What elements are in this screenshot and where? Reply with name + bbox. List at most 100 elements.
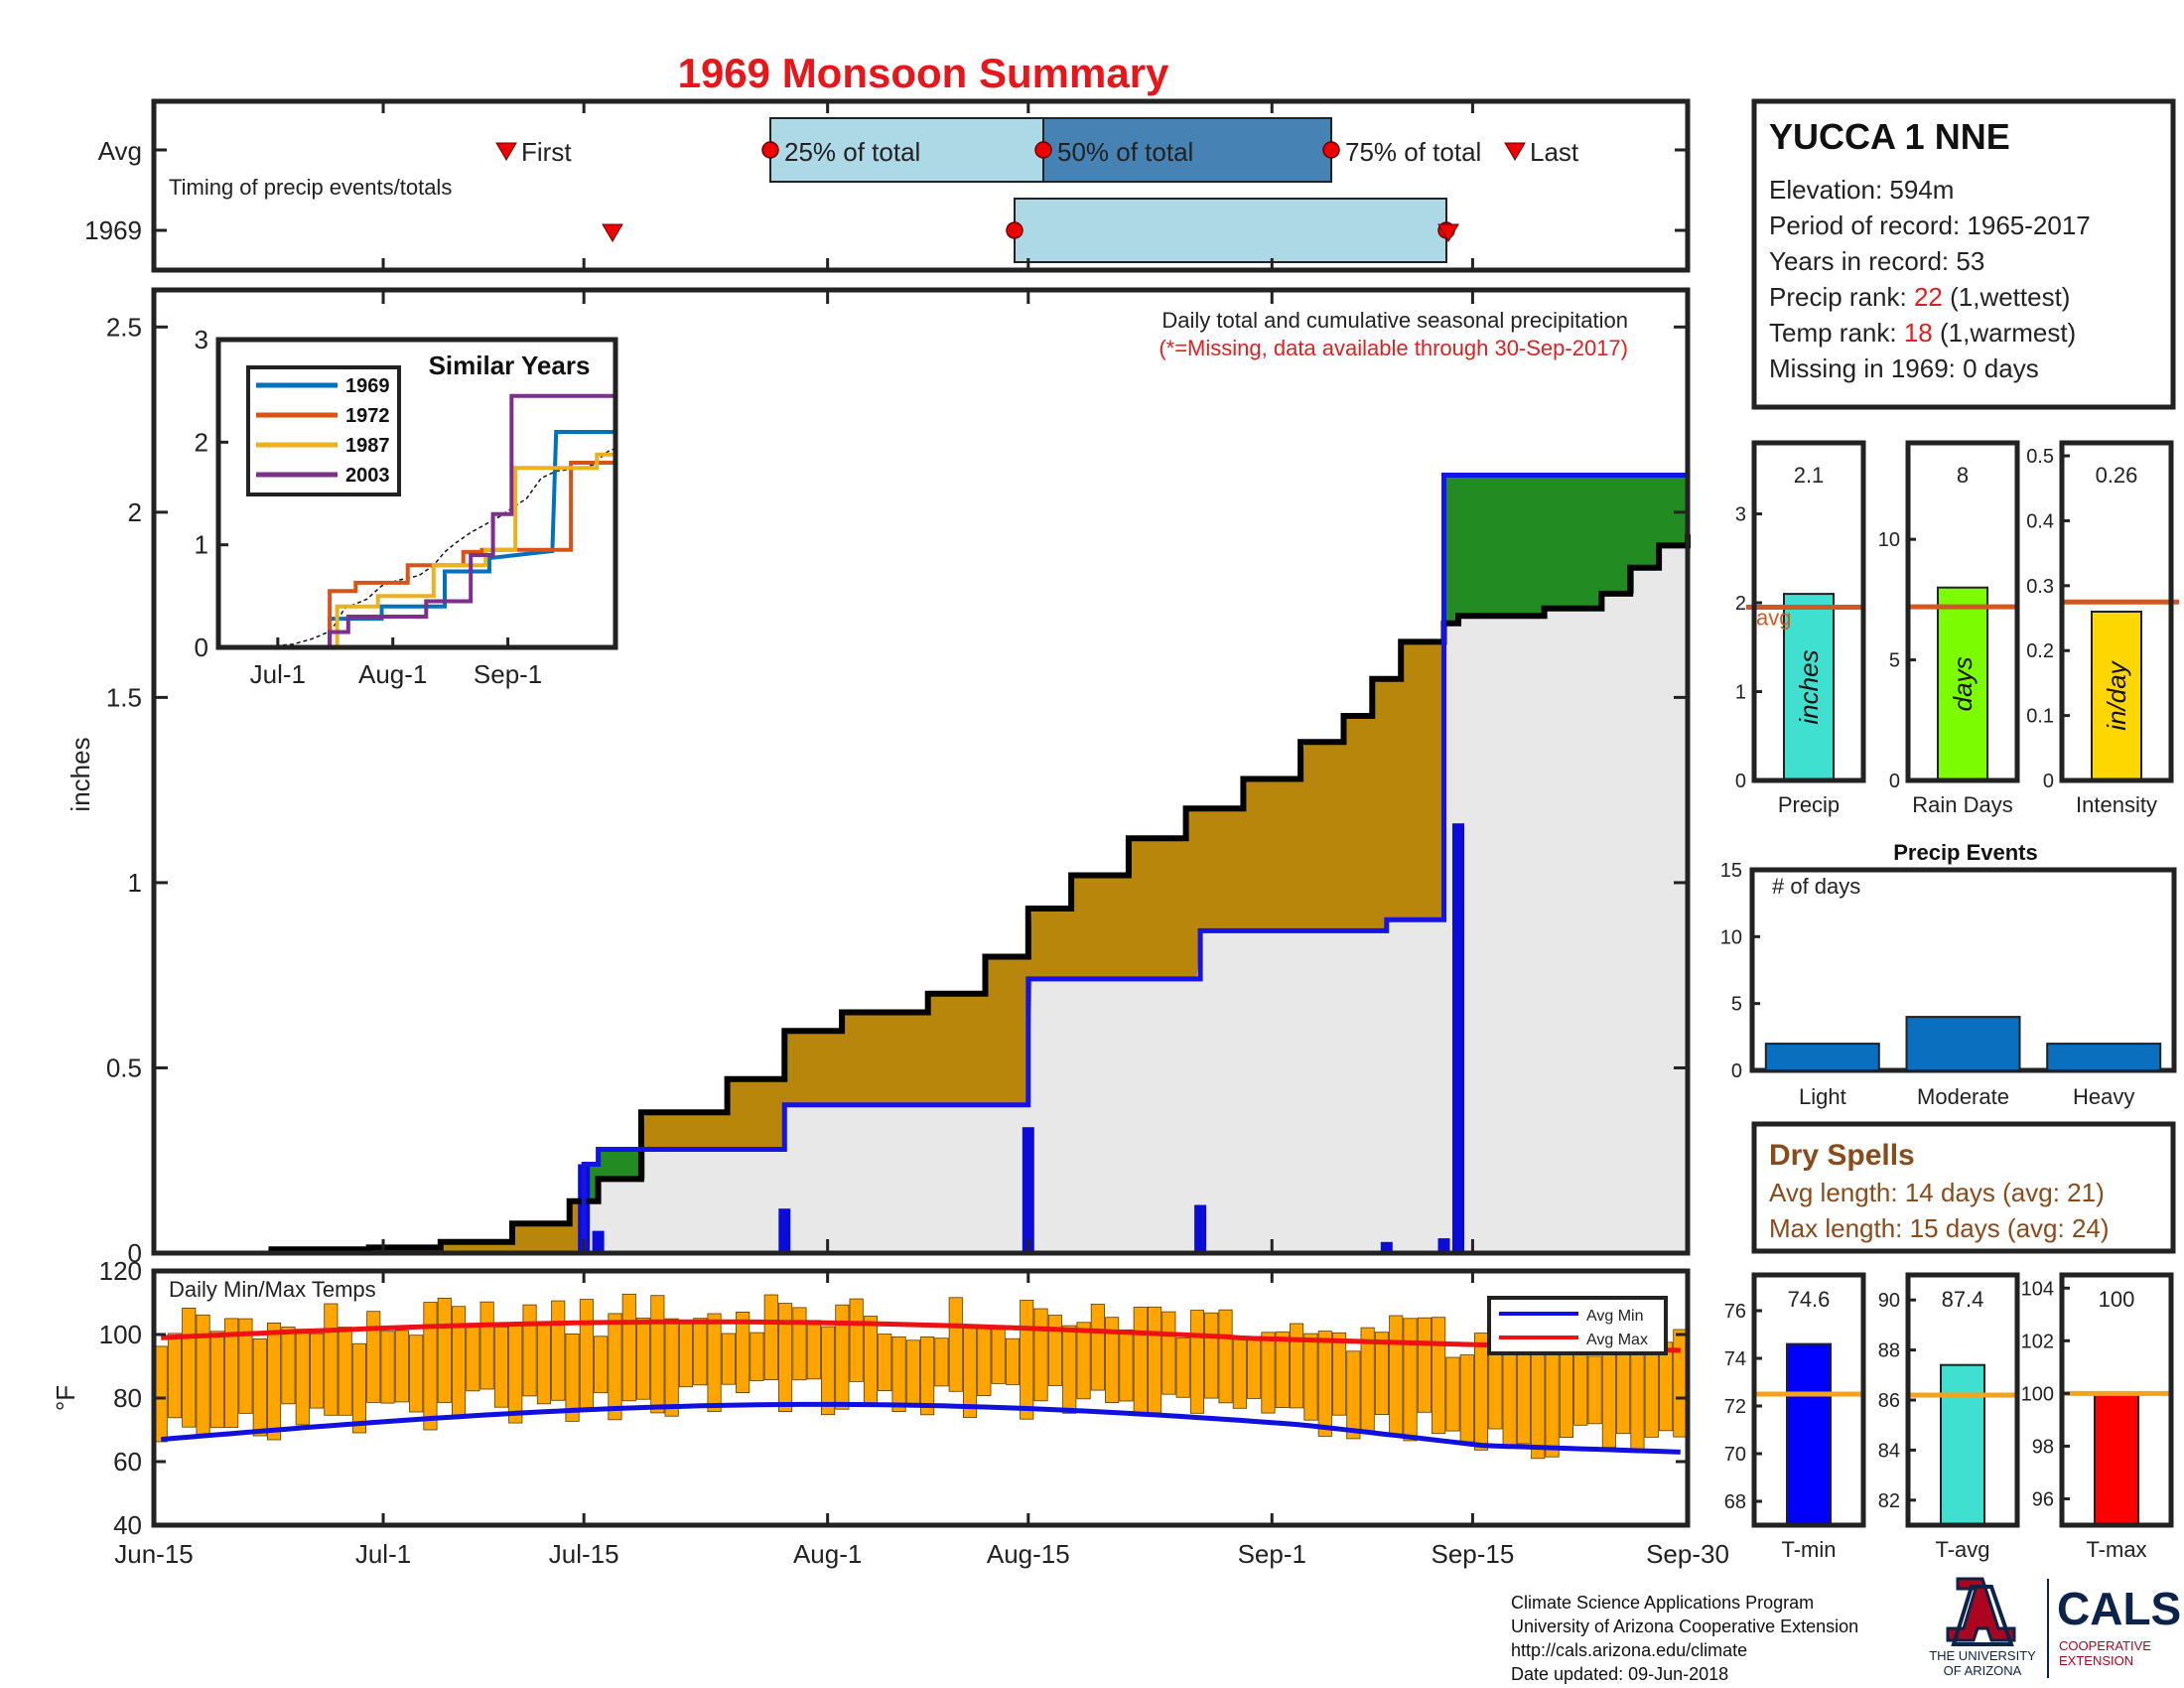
- temp-bar: [977, 1326, 992, 1396]
- temp-summary-panel-t-max: 100 T-max 96 98 100 102 104: [2021, 1272, 2174, 1562]
- cals-logo: CALS: [2057, 1583, 2181, 1634]
- main-frame: [151, 287, 1691, 1256]
- daily-precip-bar: [592, 1230, 605, 1253]
- inset-legend-label: 1969: [345, 375, 390, 397]
- inset-title: Similar Years: [429, 351, 591, 380]
- summary-category-label: Rain Days: [1912, 792, 2012, 817]
- temp-bar: [948, 1297, 963, 1392]
- temperature-chart: Daily Min/Max Temps Avg Min Avg Max °F 4…: [51, 1256, 1729, 1569]
- main-ytick-label: 1.5: [106, 682, 142, 712]
- temp-summary-ytick-label: 90: [1878, 1290, 1900, 1312]
- summary-frame: [2059, 440, 2174, 783]
- similar-years-inset: Similar Years 1969 1972 1987 2003 0 1 2 3 Jul-1…: [195, 325, 618, 689]
- event-category-label: Heavy: [2073, 1084, 2134, 1109]
- temp-summary-ytick-label: 70: [1724, 1444, 1746, 1466]
- temp-summary-ytick-label: 100: [2021, 1383, 2054, 1405]
- temp-bar: [394, 1330, 409, 1403]
- p75-label: 75% of total: [1345, 137, 1481, 167]
- station-period: Period of record: 1965-2017: [1769, 211, 2091, 240]
- temp-bar: [380, 1331, 395, 1404]
- summary-ytick-label: 0.1: [2026, 706, 2054, 728]
- station-elevation: Elevation: 594m: [1769, 175, 1954, 205]
- temp-bar: [409, 1335, 424, 1413]
- temp-bar: [821, 1326, 836, 1416]
- temp-bar: [579, 1299, 594, 1412]
- temp-summary-ytick-label: 88: [1878, 1340, 1900, 1362]
- xtick-label: Sep-1: [1238, 1539, 1306, 1569]
- timing-row-avg: Avg: [98, 136, 142, 166]
- inset-xtick-label: Sep-1: [474, 659, 542, 689]
- footer-line3: http://cals.arizona.edu/climate: [1511, 1640, 1747, 1660]
- temp-bar: [1317, 1331, 1332, 1437]
- temp-ytick-label: 100: [99, 1320, 142, 1349]
- temp-bar: [721, 1333, 736, 1385]
- summary-ytick-label: 5: [1889, 650, 1900, 672]
- xtick-label: Jun-15: [114, 1539, 194, 1569]
- temp-rank-note: (1,warmest): [1933, 318, 2076, 348]
- timing-panel: Avg 1969 Timing of precip events/totals …: [84, 98, 1691, 273]
- precip-rank-note: (1,wettest): [1943, 282, 2071, 312]
- temp-bar: [1148, 1306, 1162, 1414]
- precip-rank: Precip rank: 22 (1,wettest): [1769, 282, 2070, 312]
- p25-label: 25% of total: [784, 137, 920, 167]
- temp-bar: [1659, 1341, 1674, 1432]
- temp-bar: [1247, 1336, 1262, 1399]
- p75-marker-icon: [1322, 141, 1340, 159]
- summary-panel-precip: inches 2.1 Precip 0 1 2 3 avg: [1735, 440, 1866, 817]
- summary-ytick-label: 10: [1878, 529, 1900, 551]
- figure-title: 1969 Monsoon Summary: [678, 50, 1169, 96]
- inset-xtick-label: Jul-1: [250, 659, 306, 689]
- temp-bar: [466, 1323, 480, 1392]
- y1969-box: [1014, 198, 1447, 263]
- inset-ytick-label: 3: [195, 325, 208, 354]
- dry-spells-title: Dry Spells: [1769, 1139, 1915, 1172]
- temp-bar: [678, 1321, 693, 1388]
- footer-line1: Climate Science Applications Program: [1511, 1593, 1814, 1613]
- y1969-first-marker-icon: [602, 223, 623, 242]
- temp-bar: [1474, 1333, 1489, 1451]
- temp-bar: [324, 1303, 339, 1416]
- temp-bar: [536, 1321, 551, 1405]
- university-of-arizona-logo-icon: THE UNIVERSITY OF ARIZONA: [1929, 1577, 2036, 1678]
- temp-bar: [1189, 1310, 1205, 1414]
- cumulative-area-fill: [154, 475, 1688, 1253]
- temp-bar: [1105, 1317, 1120, 1403]
- xtick-label: Sep-15: [1431, 1539, 1514, 1569]
- temp-bar: [493, 1326, 508, 1408]
- summary-category-label: Precip: [1778, 792, 1840, 817]
- temp-bar: [1119, 1329, 1134, 1402]
- temp-summary-ytick-label: 82: [1878, 1490, 1900, 1512]
- daily-precip-bar: [1022, 1127, 1034, 1253]
- temp-bar: [1545, 1347, 1560, 1458]
- temp-summary-frame: [1751, 1272, 1866, 1528]
- temp-bar: [252, 1338, 267, 1437]
- temp-bar: [366, 1311, 381, 1403]
- temp-bar: [1587, 1355, 1602, 1425]
- events-ylabel: # of days: [1772, 874, 1860, 899]
- y1969-p25-marker-icon: [1006, 221, 1024, 239]
- inset-legend-label: 1987: [345, 435, 390, 457]
- temp-bar: [522, 1304, 537, 1397]
- temp-bar: [636, 1318, 651, 1400]
- precip-rank-value: 22: [1914, 282, 1943, 312]
- temp-bar: [920, 1336, 935, 1416]
- footer: Climate Science Applications Program Uni…: [1511, 1577, 2181, 1684]
- temp-summary-ytick-label: 72: [1724, 1396, 1746, 1418]
- temp-bar: [1601, 1340, 1616, 1449]
- temp-bar: [664, 1318, 679, 1417]
- inset-xtick-label: Aug-1: [358, 659, 427, 689]
- precip-rank-label: Precip rank:: [1769, 282, 1914, 312]
- p50-marker-icon: [1034, 141, 1052, 159]
- dry-spells-box: Dry Spells Avg length: 14 days (avg: 21)…: [1751, 1121, 2176, 1254]
- inset-ytick-label: 2: [195, 427, 208, 457]
- temp-bar: [338, 1327, 352, 1416]
- timing-frame: [151, 98, 1691, 273]
- temp-bar: [1673, 1329, 1688, 1438]
- temp-bar: [1232, 1336, 1247, 1409]
- temp-title: Daily Min/Max Temps: [169, 1277, 376, 1302]
- temp-summary-panel-t-min: 74.6 T-min 68 70 72 74 76: [1724, 1272, 1866, 1562]
- inset-legend-label: 2003: [345, 465, 390, 487]
- summary-value-label: 2.1: [1794, 463, 1825, 488]
- summary-ytick-label: 3: [1735, 504, 1746, 526]
- average-cumulative-line: [268, 534, 1691, 1253]
